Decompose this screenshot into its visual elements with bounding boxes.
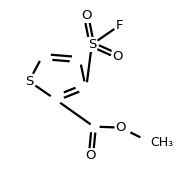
Text: F: F xyxy=(116,19,124,32)
Text: CH₃: CH₃ xyxy=(150,136,173,149)
Text: O: O xyxy=(116,121,126,134)
Text: O: O xyxy=(113,50,123,63)
Text: O: O xyxy=(81,9,91,22)
Text: O: O xyxy=(86,149,96,162)
Text: S: S xyxy=(88,38,96,51)
Text: S: S xyxy=(25,75,33,88)
